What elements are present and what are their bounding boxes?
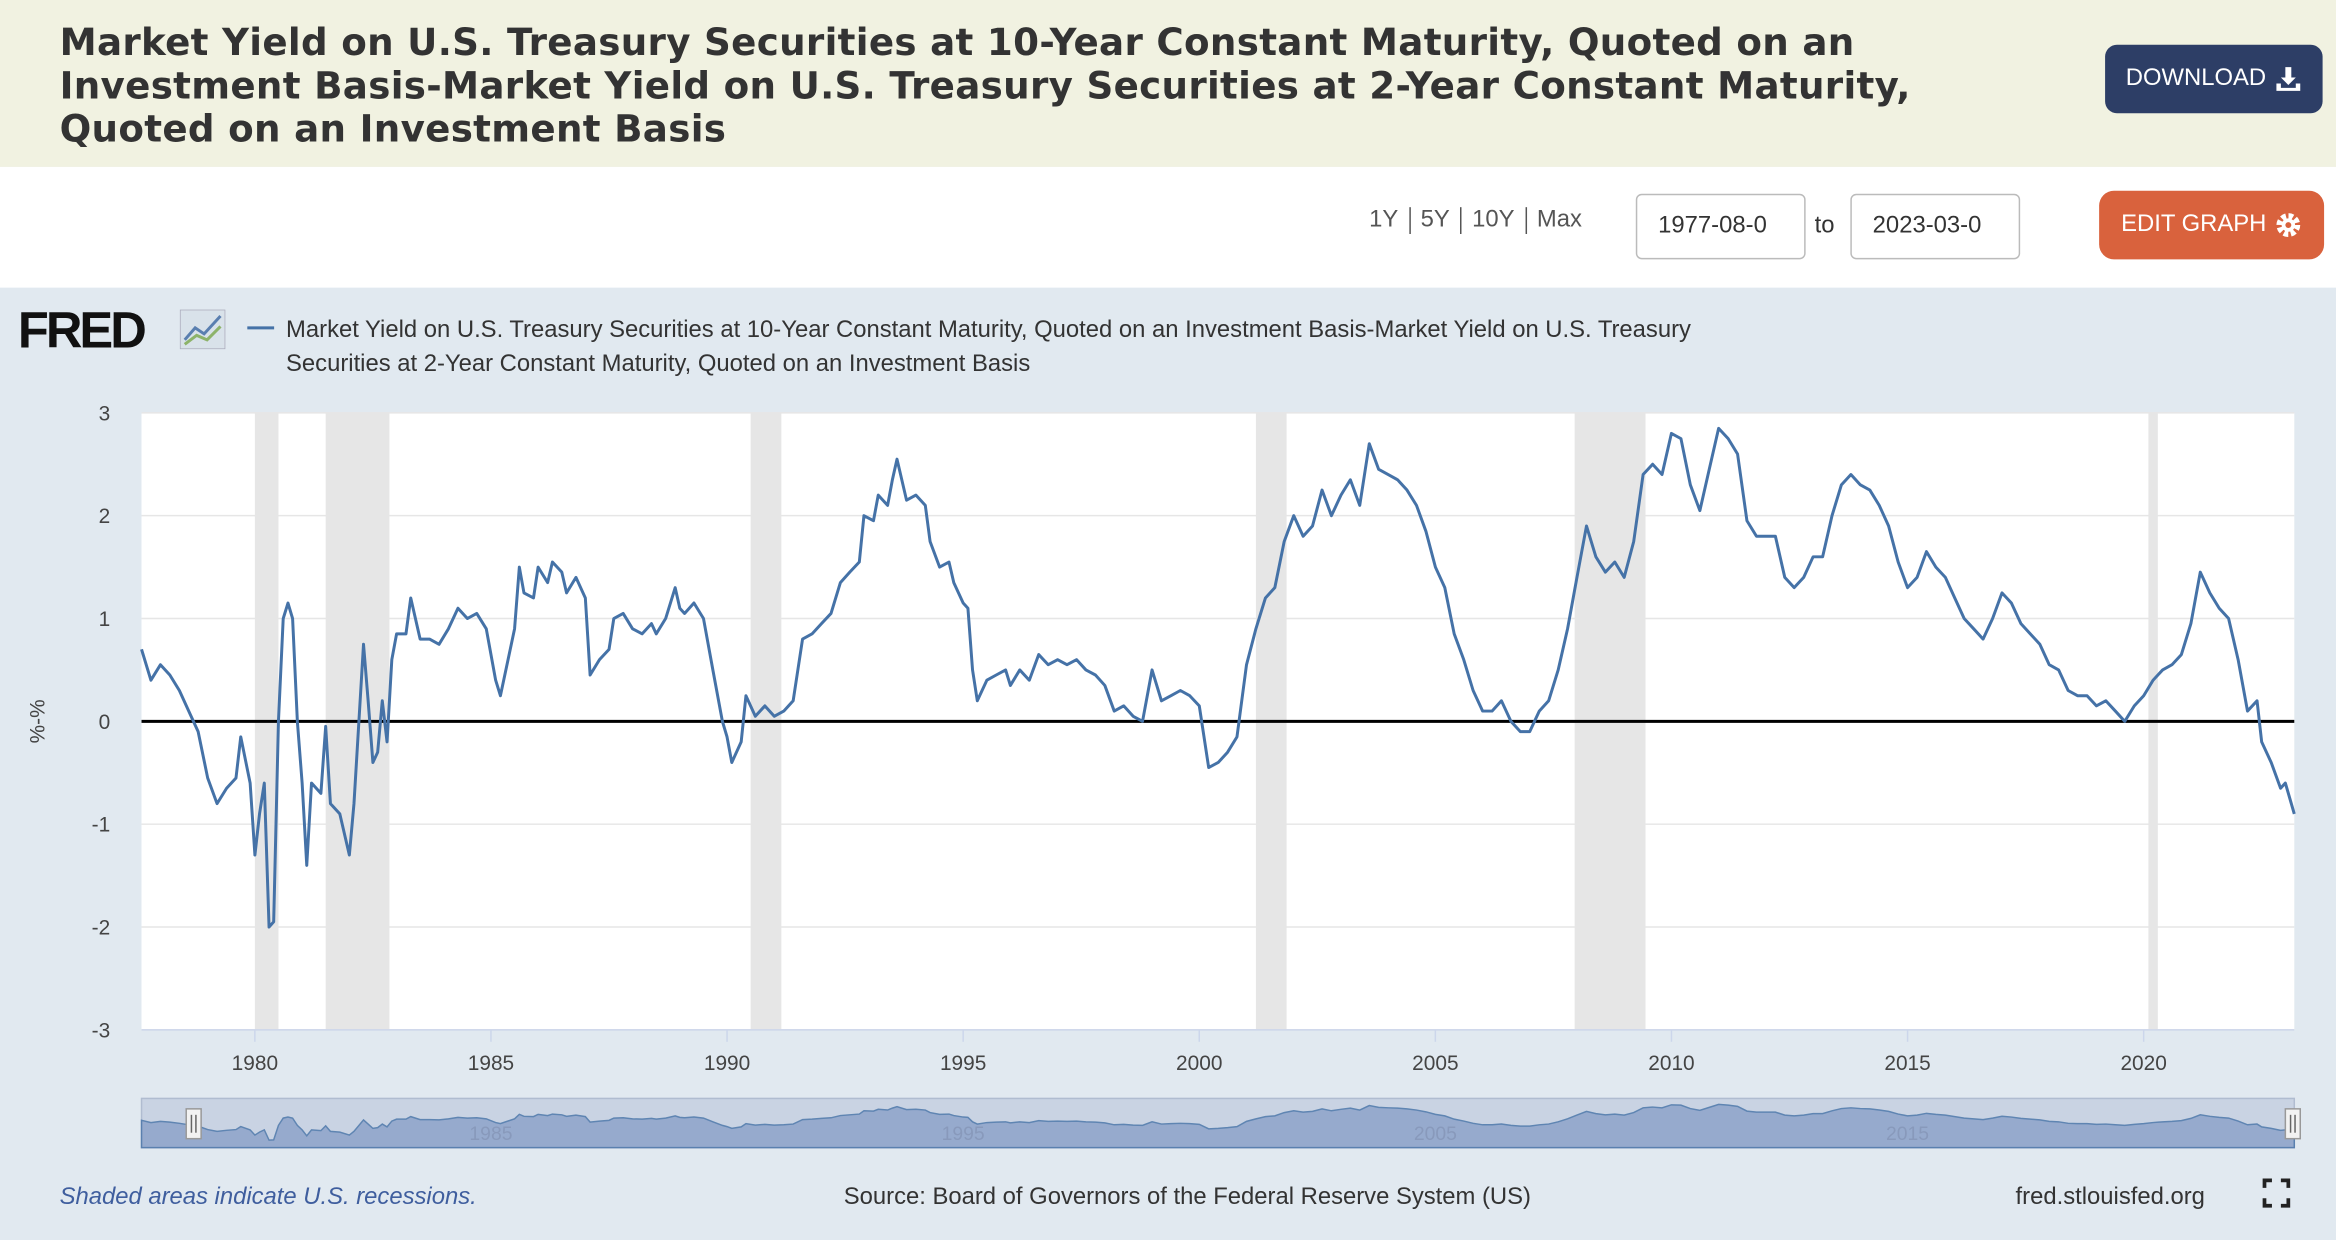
- y-tick-label: 1: [99, 608, 111, 631]
- header: Market Yield on U.S. Treasury Securities…: [0, 0, 2336, 167]
- download-label: DOWNLOAD: [2125, 65, 2267, 91]
- handle-body: [185, 1108, 202, 1140]
- x-tick-label: 2020: [2120, 1052, 2166, 1075]
- legend-label: Market Yield on U.S. Treasury Securities…: [286, 316, 1691, 377]
- navigator-label: 1985: [469, 1123, 512, 1145]
- start-date[interactable]: 1977-08-0: [1635, 193, 1806, 260]
- x-tick-label: 1990: [704, 1052, 750, 1075]
- download-icon: [2276, 67, 2301, 91]
- series-line: [140, 426, 2296, 929]
- legend-line: Securities at 2-Year Constant Maturity, …: [286, 350, 1030, 377]
- x-tick-label: 1985: [468, 1052, 514, 1075]
- y-axis-label: %-%: [27, 699, 50, 743]
- y-tick-label: 3: [99, 402, 111, 425]
- range-link[interactable]: 5Y: [1408, 207, 1461, 234]
- download-button[interactable]: DOWNLOAD: [2105, 44, 2323, 114]
- edit-graph-button[interactable]: EDIT GRAPH: [2099, 190, 2325, 260]
- controls: 1Y 5Y 10Y Max 1977-08-0 to 2023-03-0 EDIT G…: [0, 166, 2336, 288]
- handle-body: [2284, 1108, 2301, 1140]
- x-tick-label: 1995: [940, 1052, 986, 1075]
- y-tick-label: 2: [99, 505, 111, 528]
- edit-label: EDIT GRAPH: [2121, 211, 2267, 237]
- navigator-label: 2015: [1886, 1123, 1929, 1145]
- to-label: to: [1814, 213, 1835, 239]
- y-tick-label: 0: [99, 711, 111, 734]
- navigator-area: [140, 1103, 2296, 1149]
- source: Source: Board of Governors of the Federa…: [844, 1183, 1531, 1210]
- y-tick-label: -1: [92, 814, 111, 837]
- x-tick-label: 2010: [1648, 1052, 1694, 1075]
- page-title: Market Yield on U.S. Treasury Securities…: [59, 20, 1911, 151]
- x-tick-label: 2005: [1412, 1052, 1458, 1075]
- navigator-label: 2005: [1414, 1123, 1457, 1145]
- navigator-label: 1995: [942, 1123, 985, 1145]
- navigator-handle[interactable]: [2284, 1108, 2301, 1140]
- x-tick-label: 2015: [1884, 1052, 1930, 1075]
- range-link[interactable]: Max: [1524, 207, 1592, 234]
- recession-note: Shaded areas indicate U.S. recessions.: [60, 1183, 477, 1210]
- logo-icon: [179, 309, 226, 350]
- range-links: 1Y 5Y 10Y Max: [1359, 207, 1593, 234]
- y-tick-label: -2: [92, 916, 111, 939]
- x-tick-label: 2000: [1176, 1052, 1222, 1075]
- legend-line: Market Yield on U.S. Treasury Securities…: [286, 316, 1691, 343]
- x-tick-label: 1980: [232, 1052, 278, 1075]
- navigator-handle[interactable]: [185, 1108, 202, 1140]
- end-date[interactable]: 2023-03-0: [1850, 193, 2021, 260]
- gear-icon: [2276, 213, 2301, 237]
- site: fred.stlouisfed.org: [2016, 1183, 2205, 1210]
- range-link[interactable]: 1Y: [1369, 207, 1399, 233]
- range-link[interactable]: 10Y: [1460, 207, 1525, 234]
- fred-logo: FRED: [18, 301, 145, 358]
- fullscreen-button[interactable]: [2262, 1178, 2291, 1208]
- y-tick-label: -3: [92, 1019, 111, 1042]
